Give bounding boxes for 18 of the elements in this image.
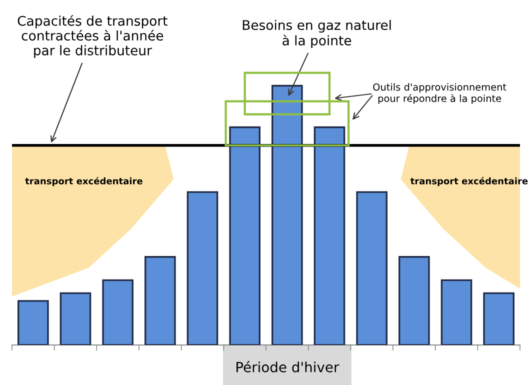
bar	[314, 126, 346, 345]
bar	[398, 256, 430, 345]
annotation: transport excédentaire	[410, 177, 528, 186]
bar	[440, 279, 472, 345]
text: Période d'hiver	[236, 361, 340, 372]
bar	[60, 292, 92, 345]
ref-line-label: Capacités de transport contractées à l'année par le distributeur	[18, 15, 168, 58]
bar	[356, 191, 388, 345]
annotation: Outils d'approvisionnement pour répondre à la pointe	[373, 83, 506, 104]
bar	[144, 256, 176, 345]
bar	[186, 191, 218, 345]
bar	[18, 300, 49, 345]
bar	[102, 279, 134, 345]
bar	[483, 292, 514, 345]
bar	[272, 84, 303, 345]
annotation: transport excédentaire	[25, 177, 142, 186]
bar	[229, 126, 260, 345]
text: Besoins en gaz naturel à la pointe	[242, 20, 391, 48]
